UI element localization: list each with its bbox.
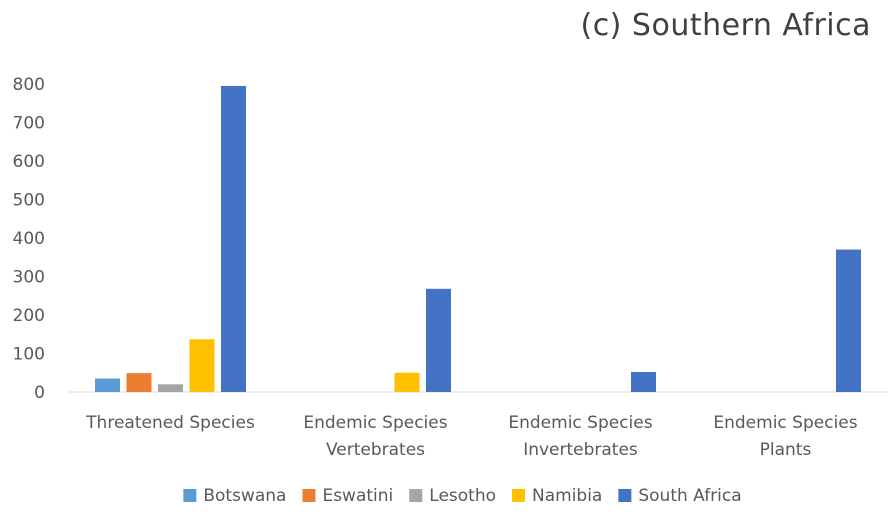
y-tick-label: 600 [13,152,45,172]
legend-label: Eswatini [322,486,393,506]
y-tick-label: 800 [13,75,45,95]
y-tick-label: 200 [13,306,45,326]
bar-south-africa [836,249,861,392]
bar-namibia [394,372,420,392]
x-tick-label: Endemic Species Vertebrates [303,413,447,460]
y-tick-label: 0 [34,383,45,403]
bar-lesotho [158,384,183,392]
x-tick-label: Endemic Species Plants [713,413,857,460]
bar-eswatini [126,373,152,392]
y-tick-label: 400 [13,229,45,249]
bar-south-africa [221,85,246,393]
chart-title: (c) Southern Africa [580,8,871,43]
legend-swatch [183,489,197,502]
legend-label: Lesotho [429,486,496,506]
x-tick-label: Threatened Species [85,413,255,433]
bar-south-africa [426,288,451,392]
x-tick-label: Endemic Species Invertebrates [508,413,652,460]
legend-swatch [302,489,316,502]
legend-swatch [618,489,632,502]
legend-swatch [512,489,525,502]
legend-label: South Africa [638,486,741,506]
legend-label: Botswana [203,486,286,506]
y-tick-label: 100 [13,345,45,365]
bar-namibia [189,339,215,392]
y-tick-label: 500 [13,191,45,211]
y-tick-label: 300 [13,268,45,288]
legend-swatch [409,489,423,502]
y-tick-label: 700 [13,114,45,134]
bar-south-africa [631,371,656,392]
legend-label: Namibia [532,486,602,506]
bar-botswana [95,378,120,392]
